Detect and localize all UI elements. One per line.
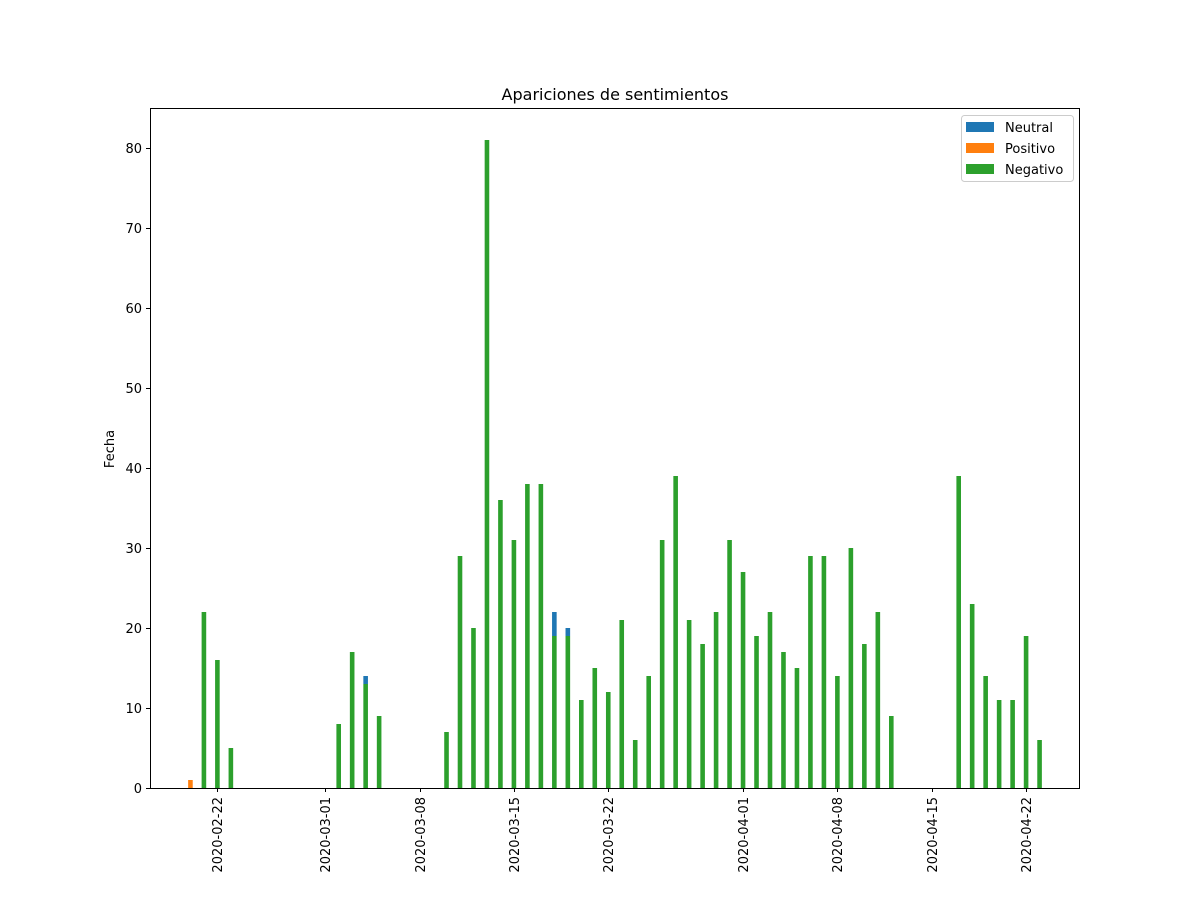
bar-negativo-2020-03-28 bbox=[686, 620, 692, 788]
bar-neutral-2020-03-18 bbox=[552, 612, 557, 636]
legend-swatch-negativo bbox=[966, 164, 994, 174]
bar-negativo-2020-04-18 bbox=[969, 604, 975, 788]
bar-neutral-2020-03-19 bbox=[565, 628, 571, 636]
x-tick-label: 2020-02-22 bbox=[211, 797, 226, 873]
bar-negativo-2020-04-10 bbox=[862, 644, 867, 788]
y-tick-label: 20 bbox=[125, 622, 142, 637]
bar-negativo-2020-04-05 bbox=[794, 668, 800, 788]
x-tick-label: 2020-04-08 bbox=[831, 797, 846, 873]
bar-negativo-2020-03-19 bbox=[565, 636, 571, 788]
x-tick-label: 2020-03-15 bbox=[508, 797, 523, 873]
x-tick-label: 2020-03-08 bbox=[414, 797, 429, 873]
bar-negativo-2020-03-02 bbox=[336, 724, 341, 788]
bar-negativo-2020-04-09 bbox=[848, 548, 854, 788]
y-tick-label: 80 bbox=[125, 142, 142, 157]
bar-negativo-2020-04-07 bbox=[821, 556, 827, 788]
x-tick-label: 2020-03-01 bbox=[319, 797, 334, 873]
bar-negativo-2020-02-22 bbox=[215, 660, 220, 788]
bar-negativo-2020-04-22 bbox=[1023, 636, 1029, 788]
x-axis: 2020-02-22 2020-03-01 2020-03-08 2020-03-15… bbox=[211, 788, 1035, 873]
y-tick-label: 60 bbox=[125, 302, 142, 317]
y-tick-label: 10 bbox=[125, 702, 142, 717]
bar-neutral-2020-03-04 bbox=[363, 676, 368, 684]
bar-negativo-2020-03-10 bbox=[444, 732, 449, 788]
y-tick-label: 30 bbox=[125, 542, 142, 557]
chart-title: Apariciones de sentimientos bbox=[502, 85, 729, 104]
bar-negativo-2020-04-11 bbox=[875, 612, 881, 788]
x-tick-label: 2020-04-01 bbox=[737, 797, 752, 873]
bars-layer bbox=[188, 140, 1042, 788]
legend-swatch-positivo bbox=[966, 143, 994, 153]
bar-negativo-2020-04-02 bbox=[754, 636, 759, 788]
bar-negativo-2020-03-25 bbox=[646, 676, 651, 788]
bar-negativo-2020-03-20 bbox=[579, 700, 584, 788]
bar-negativo-2020-03-24 bbox=[632, 740, 638, 788]
x-tick-label: 2020-03-22 bbox=[602, 797, 617, 873]
bar-negativo-2020-03-23 bbox=[619, 620, 625, 788]
bar-negativo-2020-03-29 bbox=[700, 644, 705, 788]
bar-negativo-2020-04-12 bbox=[889, 716, 894, 788]
bar-negativo-2020-02-21 bbox=[201, 612, 207, 788]
bar-negativo-2020-02-23 bbox=[228, 748, 234, 788]
y-tick-label: 0 bbox=[134, 782, 142, 797]
bar-negativo-2020-04-06 bbox=[808, 556, 813, 788]
bar-negativo-2020-03-03 bbox=[349, 652, 355, 788]
bar-negativo-2020-04-17 bbox=[956, 476, 961, 788]
y-tick-label: 70 bbox=[125, 222, 142, 237]
bar-negativo-2020-03-17 bbox=[538, 484, 544, 788]
bar-negativo-2020-03-27 bbox=[673, 476, 678, 788]
plot-frame bbox=[150, 108, 1080, 789]
bar-positivo-2020-02-20 bbox=[188, 780, 193, 788]
bar-negativo-2020-03-13 bbox=[484, 140, 490, 788]
bar-negativo-2020-03-05 bbox=[376, 716, 382, 788]
bar-negativo-2020-04-23 bbox=[1037, 740, 1042, 788]
bar-negativo-2020-03-11 bbox=[457, 556, 463, 788]
bar-negativo-2020-04-19 bbox=[983, 676, 988, 788]
legend-label-neutral: Neutral bbox=[1005, 121, 1053, 136]
y-axis-label: Fecha bbox=[103, 430, 118, 468]
bar-negativo-2020-03-16 bbox=[525, 484, 530, 788]
legend: Neutral Positivo Negativo bbox=[961, 115, 1074, 182]
x-tick-label: 2020-04-15 bbox=[926, 797, 941, 873]
bar-negativo-2020-03-26 bbox=[659, 540, 665, 788]
bar-negativo-2020-03-31 bbox=[727, 540, 732, 788]
bar-negativo-2020-04-20 bbox=[996, 700, 1002, 788]
x-tick-label: 2020-04-22 bbox=[1020, 797, 1035, 873]
bar-negativo-2020-04-08 bbox=[835, 676, 840, 788]
y-tick-label: 50 bbox=[125, 382, 142, 397]
bar-negativo-2020-03-14 bbox=[498, 500, 503, 788]
y-tick-label: 40 bbox=[125, 462, 142, 477]
legend-swatch-neutral bbox=[966, 122, 994, 132]
bar-negativo-2020-04-21 bbox=[1010, 700, 1015, 788]
bar-negativo-2020-03-04 bbox=[363, 684, 368, 788]
legend-label-negativo: Negativo bbox=[1005, 163, 1063, 178]
bar-negativo-2020-04-03 bbox=[767, 612, 773, 788]
bar-negativo-2020-04-01 bbox=[740, 572, 746, 788]
y-axis: 0 10 20 30 40 50 60 70 80 bbox=[125, 142, 150, 797]
legend-label-positivo: Positivo bbox=[1005, 142, 1055, 157]
bar-negativo-2020-03-21 bbox=[592, 668, 598, 788]
bar-negativo-2020-03-22 bbox=[605, 692, 611, 788]
bar-negativo-2020-03-12 bbox=[471, 628, 476, 788]
bar-negativo-2020-03-15 bbox=[511, 540, 517, 788]
bar-negativo-2020-03-18 bbox=[552, 636, 557, 788]
bar-negativo-2020-03-30 bbox=[713, 612, 719, 788]
bar-negativo-2020-04-04 bbox=[781, 652, 786, 788]
